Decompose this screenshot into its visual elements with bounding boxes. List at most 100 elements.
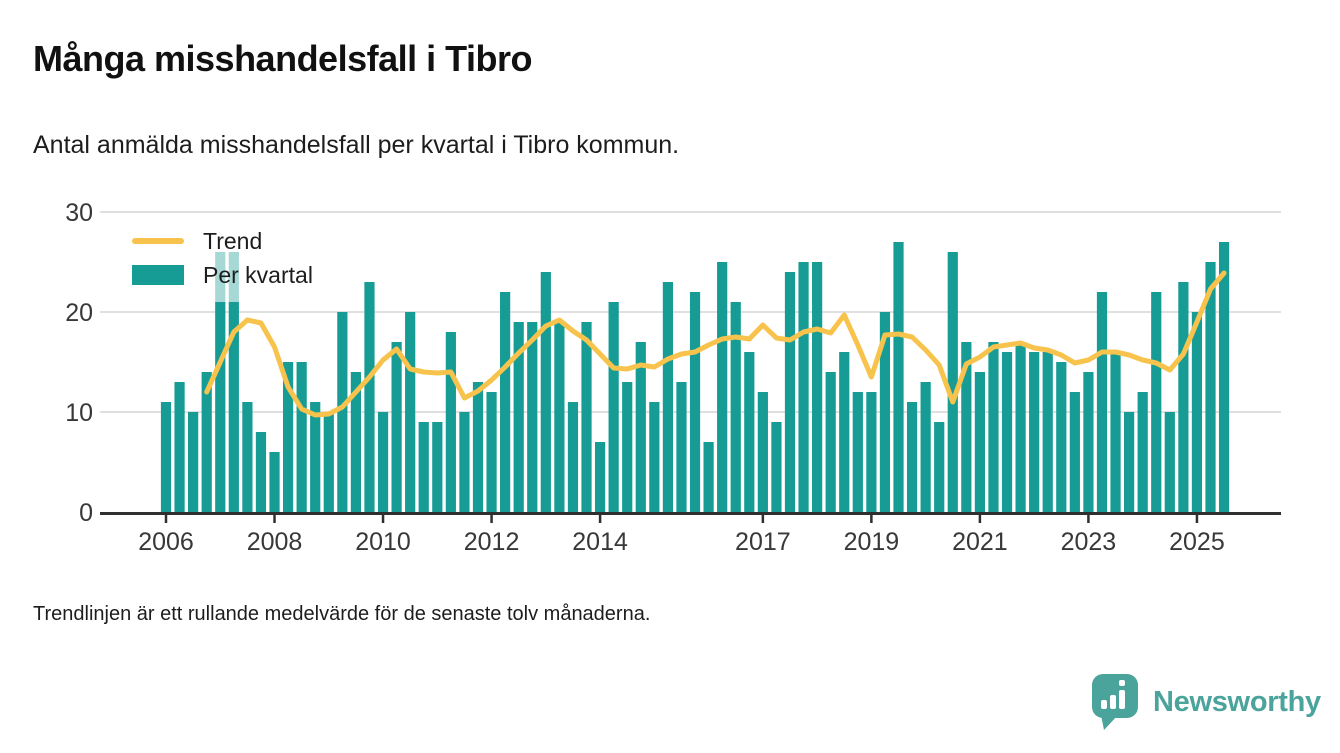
- bar-2025Q3: [1218, 242, 1230, 512]
- newsworthy-logo: Newsworthy: [1091, 673, 1321, 731]
- x-axis-label-2021: 2021: [952, 528, 1008, 556]
- bar-2018Q2: [825, 372, 836, 512]
- bar-chart-speech-bubble-icon: [1092, 674, 1138, 730]
- y-axis-label-10: 10: [65, 399, 93, 427]
- x-axis-label-2019: 2019: [844, 528, 900, 556]
- bar-2011Q3: [459, 412, 470, 512]
- bar-2013Q4: [581, 322, 592, 512]
- x-axis-label-2006: 2006: [138, 528, 194, 556]
- x-axis-label-2010: 2010: [355, 528, 411, 556]
- bar-2021Q4: [1015, 342, 1026, 512]
- bar-2020Q1: [920, 382, 931, 512]
- y-axis-label-0: 0: [79, 499, 93, 527]
- y-axis-label-30: 30: [65, 199, 93, 227]
- bar-2010Q2: [391, 342, 402, 512]
- bar-2009Q4: [364, 282, 375, 512]
- bar-2008Q4: [310, 402, 321, 512]
- bar-2024Q1: [1137, 392, 1148, 512]
- x-axis-label-2017: 2017: [735, 528, 791, 556]
- bar-2020Q2: [934, 422, 945, 512]
- bar-2006Q2: [174, 382, 185, 512]
- bar-2014Q4: [635, 342, 646, 512]
- bar-2014Q1: [594, 442, 606, 512]
- bar-2023Q2: [1096, 292, 1108, 512]
- bar-2012Q4: [527, 322, 538, 512]
- bar-2025Q1: [1191, 312, 1203, 512]
- logo-text: Newsworthy: [1153, 685, 1321, 718]
- bar-2010Q3: [405, 312, 416, 512]
- bar-2023Q3: [1110, 352, 1121, 512]
- trend-line-swatch: [132, 238, 184, 244]
- bar-2015Q1: [649, 402, 660, 512]
- trend-line: [204, 270, 1227, 418]
- bar-2007Q2: [228, 252, 239, 512]
- x-axis-label-2025: 2025: [1169, 528, 1225, 556]
- bar-2009Q3: [350, 372, 362, 512]
- bar-2019Q3: [893, 242, 904, 512]
- bar-2017Q2: [771, 422, 782, 512]
- bar-2012Q1: [486, 392, 497, 512]
- legend-item-per-kvartal: Per kvartal: [132, 258, 313, 292]
- bar-2022Q1: [1029, 352, 1040, 512]
- bar-2021Q2: [988, 342, 999, 512]
- bar-2020Q4: [961, 342, 972, 512]
- bar-2019Q4: [906, 402, 918, 512]
- bar-2018Q1: [812, 262, 823, 512]
- bar-2022Q4: [1069, 392, 1080, 512]
- bar-2016Q2: [717, 262, 728, 512]
- bar-2024Q3: [1164, 412, 1175, 512]
- bar-2012Q3: [513, 322, 524, 512]
- bar-2015Q2: [662, 282, 674, 512]
- chart-subtitle: Antal anmälda misshandelsfall per kvarta…: [33, 131, 680, 159]
- bar-2017Q3: [784, 272, 796, 512]
- bar-2014Q3: [622, 382, 633, 512]
- bar-2017Q1: [757, 392, 768, 512]
- bar-2007Q1: [215, 252, 226, 512]
- bar-2024Q2: [1151, 292, 1162, 512]
- bar-2018Q3: [839, 352, 850, 512]
- page-title: Många misshandelsfall i Tibro: [33, 38, 532, 79]
- bar-2013Q1: [540, 272, 551, 512]
- bar-2019Q2: [879, 312, 891, 512]
- bar-2006Q4: [201, 372, 212, 512]
- bar-2010Q1: [377, 412, 389, 512]
- bar-2020Q3: [947, 252, 958, 512]
- bar-2016Q1: [703, 442, 714, 512]
- bar-swatch: [132, 265, 184, 285]
- bar-2006Q3: [188, 412, 199, 512]
- bar-2011Q2: [445, 332, 456, 512]
- bar-2011Q4: [472, 382, 484, 512]
- x-axis-label-2023: 2023: [1061, 528, 1117, 556]
- bar-2018Q4: [852, 392, 863, 512]
- chart-footnote: Trendlinjen är ett rullande medelvärde f…: [33, 603, 651, 625]
- bar-2022Q3: [1056, 362, 1067, 512]
- bar-2008Q1: [269, 452, 280, 512]
- bar-2014Q2: [608, 302, 619, 512]
- x-axis-label-2012: 2012: [464, 528, 520, 556]
- legend-label: Per kvartal: [203, 261, 313, 288]
- bar-2009Q2: [337, 312, 348, 512]
- bar-2013Q3: [567, 402, 579, 512]
- bar-2008Q2: [282, 362, 294, 512]
- legend-item-trend: Trend: [132, 224, 313, 258]
- bar-2023Q1: [1083, 372, 1094, 512]
- legend-label: Trend: [203, 227, 263, 254]
- bar-2009Q1: [323, 412, 334, 512]
- bar-2013Q2: [554, 322, 565, 512]
- bar-2016Q4: [744, 352, 755, 512]
- bar-2025Q2: [1205, 262, 1216, 512]
- x-axis-label-2008: 2008: [247, 528, 303, 556]
- x-axis-label-2014: 2014: [572, 528, 628, 556]
- chart-legend: Trend Per kvartal: [118, 219, 329, 302]
- bar-2015Q3: [676, 382, 687, 512]
- bar-2011Q1: [432, 422, 443, 512]
- bar-2023Q4: [1124, 412, 1135, 512]
- bar-2015Q4: [689, 292, 701, 512]
- bar-2016Q3: [730, 302, 741, 512]
- y-axis-label-20: 20: [65, 299, 93, 327]
- bar-2006Q1: [160, 402, 172, 512]
- bar-2021Q3: [1001, 352, 1013, 512]
- bar-2007Q4: [255, 432, 267, 512]
